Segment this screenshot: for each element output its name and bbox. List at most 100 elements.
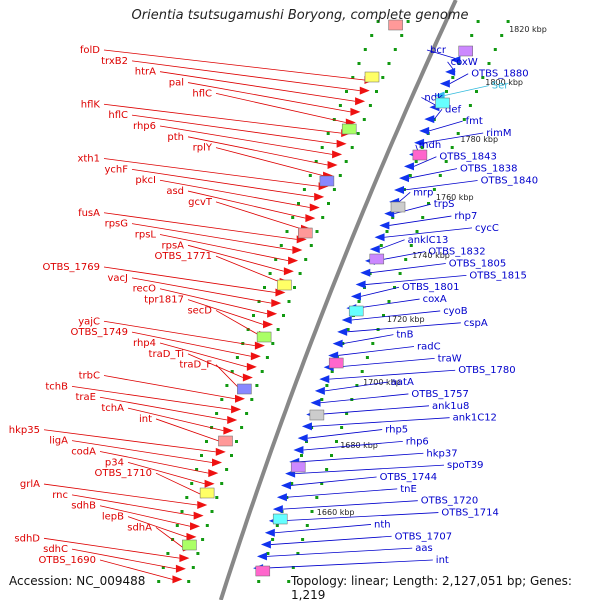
ruler-tick-label: 1720 kbp xyxy=(387,315,425,324)
track-dot xyxy=(345,90,348,93)
left-feature-leader xyxy=(103,375,236,400)
right-feature-leader xyxy=(282,500,418,510)
right-feature-leader xyxy=(408,168,458,179)
track-dot xyxy=(196,552,200,555)
left-feature-leader xyxy=(127,461,205,485)
track-dot xyxy=(427,202,430,205)
ruler-tick-label: 1740 kbp xyxy=(412,251,450,260)
left-gene-label: asd xyxy=(166,186,184,197)
feature-block xyxy=(199,487,215,499)
right-feature-leader xyxy=(338,346,415,356)
left-feature-leader xyxy=(155,527,184,548)
right-feature-leader xyxy=(356,298,420,309)
right-gene-arrow xyxy=(398,174,409,183)
feature-block xyxy=(388,19,403,31)
right-gene-label: OTBS_1840 xyxy=(481,175,538,186)
left-feature-leader xyxy=(187,299,264,325)
track-dot xyxy=(279,244,283,247)
feature-block xyxy=(309,409,325,421)
right-gene-label: coxA xyxy=(423,294,447,305)
track-dot xyxy=(185,496,189,499)
track-dot xyxy=(370,34,374,37)
left-gene-label: trxB2 xyxy=(101,56,128,67)
track-dot xyxy=(391,216,395,219)
left-gene-label: ychF xyxy=(104,164,128,175)
right-gene-label: spoT39 xyxy=(447,460,484,471)
track-dot xyxy=(468,104,472,107)
feature-block xyxy=(255,565,271,577)
right-feature-leader xyxy=(316,405,430,415)
track-dot xyxy=(276,328,280,331)
track-dot xyxy=(195,468,199,471)
track-dot xyxy=(215,412,219,415)
right-gene-arrow xyxy=(350,292,361,301)
track-dot xyxy=(296,552,300,555)
track-dot xyxy=(308,174,312,177)
track-dot xyxy=(432,188,436,191)
track-dot xyxy=(338,104,342,107)
right-gene-arrow xyxy=(319,375,330,384)
track-dot xyxy=(297,202,300,205)
right-gene-label: hkp37 xyxy=(426,448,457,459)
right-feature-leader xyxy=(274,524,372,534)
left-gene-label: yajC xyxy=(78,316,100,327)
right-feature-leader xyxy=(429,120,463,132)
left-gene-arrow xyxy=(223,426,234,435)
right-gene-arrow xyxy=(439,79,450,88)
left-feature-leader xyxy=(103,49,365,81)
track-dot xyxy=(335,440,338,443)
left-feature-leader xyxy=(103,320,255,347)
track-dot xyxy=(362,118,366,121)
left-gene-arrow xyxy=(197,501,208,509)
track-dot xyxy=(275,524,279,527)
right-feature-leader xyxy=(303,440,403,451)
track-dot xyxy=(230,370,234,373)
left-gene-label: rplY xyxy=(193,143,213,154)
track-dot xyxy=(346,328,350,331)
track-dot xyxy=(470,34,474,37)
right-feature-leader xyxy=(370,263,446,274)
right-gene-label: OTBS_1744 xyxy=(380,472,437,483)
left-feature-leader xyxy=(155,418,220,442)
track-dot xyxy=(371,342,375,345)
right-gene-arrow xyxy=(310,398,321,407)
right-gene-arrow xyxy=(256,552,267,561)
track-dot xyxy=(309,244,313,247)
right-gene-arrow xyxy=(379,221,390,230)
track-dot xyxy=(357,300,361,303)
track-dot xyxy=(315,496,319,499)
track-dot xyxy=(493,48,497,51)
track-dot xyxy=(393,286,396,289)
right-gene-label: trpS xyxy=(434,199,455,210)
left-feature-leader xyxy=(187,82,351,113)
right-gene-label: OTBS_1780 xyxy=(458,365,515,376)
track-dot xyxy=(381,76,385,79)
right-gene-arrow xyxy=(297,434,308,443)
track-dot xyxy=(252,314,255,317)
track-dot xyxy=(355,384,359,387)
track-dot xyxy=(379,244,383,247)
right-gene-label: aas xyxy=(415,543,432,554)
right-feature-leader xyxy=(424,132,484,144)
right-gene-label: OTBS_1838 xyxy=(460,164,517,175)
track-dot xyxy=(191,566,195,569)
right-gene-label: OTBS_1714 xyxy=(441,508,498,519)
right-gene-arrow xyxy=(293,446,304,454)
track-dot xyxy=(356,132,360,135)
left-gene-label: hflK xyxy=(81,99,101,110)
track-dot xyxy=(420,146,424,149)
right-feature-leader xyxy=(360,286,400,297)
track-dot xyxy=(304,258,308,261)
left-feature-leader xyxy=(215,147,324,177)
left-feature-leader xyxy=(131,168,315,198)
track-dot xyxy=(330,454,333,457)
track-dot xyxy=(305,524,309,527)
left-feature-leader xyxy=(43,537,180,559)
track-dot xyxy=(393,48,397,51)
track-dot xyxy=(409,244,413,247)
right-gene-arrow xyxy=(301,422,312,431)
right-gene-label: OTBS_1757 xyxy=(411,389,468,400)
left-gene-label: xth1 xyxy=(77,154,100,165)
left-feature-leader xyxy=(131,277,272,304)
track-dot xyxy=(385,230,389,233)
